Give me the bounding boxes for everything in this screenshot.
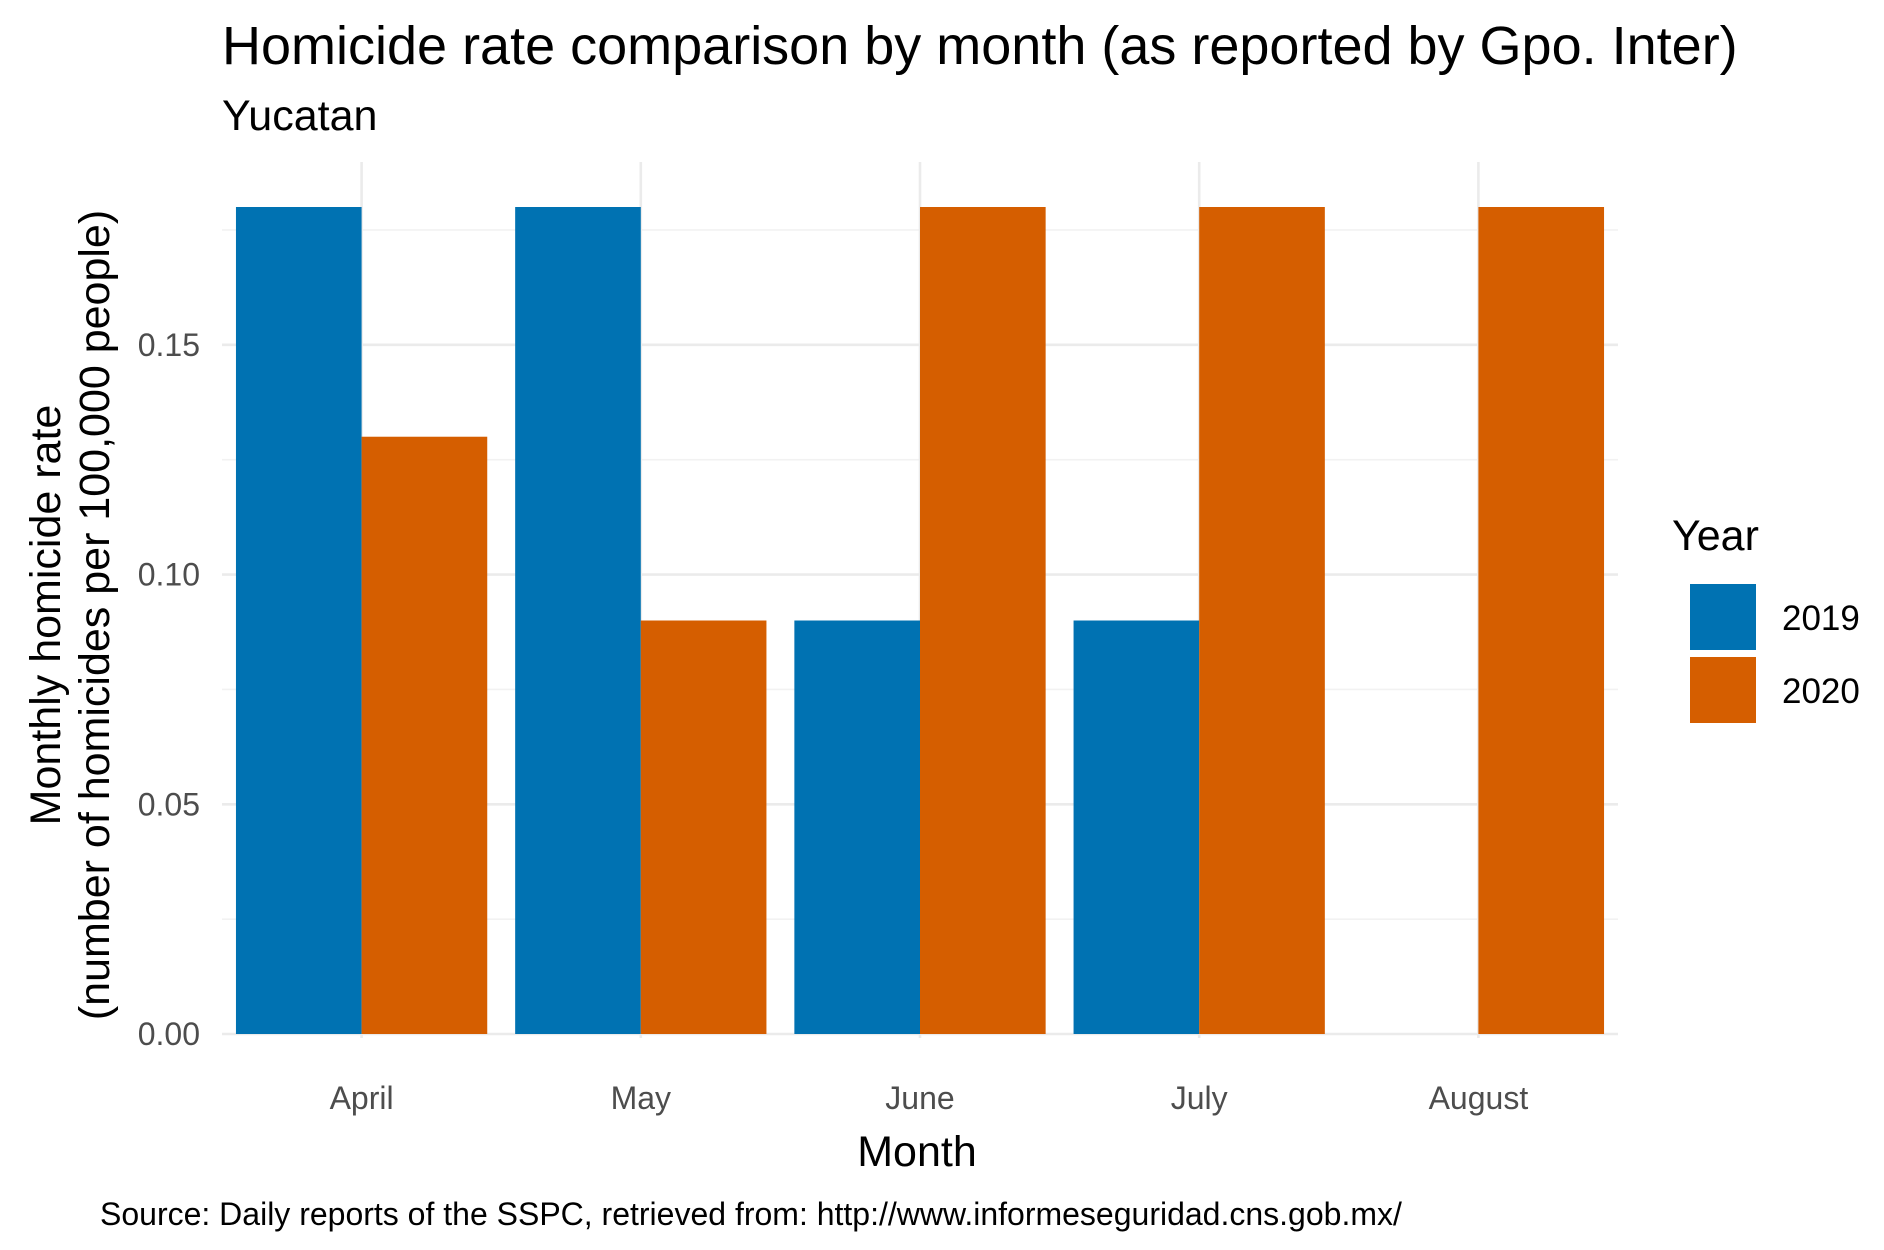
x-tick-label: May: [611, 1080, 671, 1116]
bar-june-2019: [794, 620, 920, 1034]
x-tick-label: June: [885, 1080, 954, 1116]
legend-swatch-2020: [1690, 657, 1756, 723]
legend-title: Year: [1672, 512, 1759, 560]
x-tick-label: April: [330, 1080, 394, 1116]
x-axis-title: Month: [857, 1128, 977, 1176]
legend-swatch-2019: [1690, 584, 1756, 650]
x-tick-labels: April May June July August: [330, 1080, 1529, 1116]
bar-may-2019: [515, 207, 641, 1034]
y-axis-title-line1: Monthly homicide rate: [22, 405, 70, 826]
bar-june-2020: [920, 207, 1046, 1034]
y-tick-label: 0.10: [138, 557, 200, 593]
bar-april-2019: [235, 207, 362, 1034]
chart-title: Homicide rate comparison by month (as re…: [222, 16, 1738, 76]
y-tick-label: 0.05: [138, 786, 200, 822]
legend-label-2020: 2020: [1782, 672, 1860, 711]
bar-july-2019: [1073, 620, 1200, 1034]
chart-caption: Source: Daily reports of the SSPC, retri…: [100, 1196, 1402, 1232]
legend-label-2019: 2019: [1782, 599, 1860, 638]
bars: [235, 207, 1605, 1034]
x-tick-label: August: [1429, 1080, 1529, 1116]
x-tick-label: July: [1171, 1080, 1228, 1116]
bar-july-2020: [1199, 207, 1325, 1034]
chart-subtitle: Yucatan: [222, 92, 377, 140]
bar-april-2020: [361, 436, 488, 1034]
legend: Year 2019 2020: [1672, 512, 1860, 723]
y-axis-title-line2: (number of homicides per 100,000 people): [71, 210, 119, 1020]
bar-august-2020: [1478, 207, 1605, 1034]
y-tick-label: 0.15: [138, 327, 200, 363]
y-tick-label: 0.00: [138, 1016, 200, 1052]
y-tick-labels: 0.00 0.05 0.10 0.15: [138, 327, 200, 1052]
bar-may-2020: [640, 620, 767, 1034]
